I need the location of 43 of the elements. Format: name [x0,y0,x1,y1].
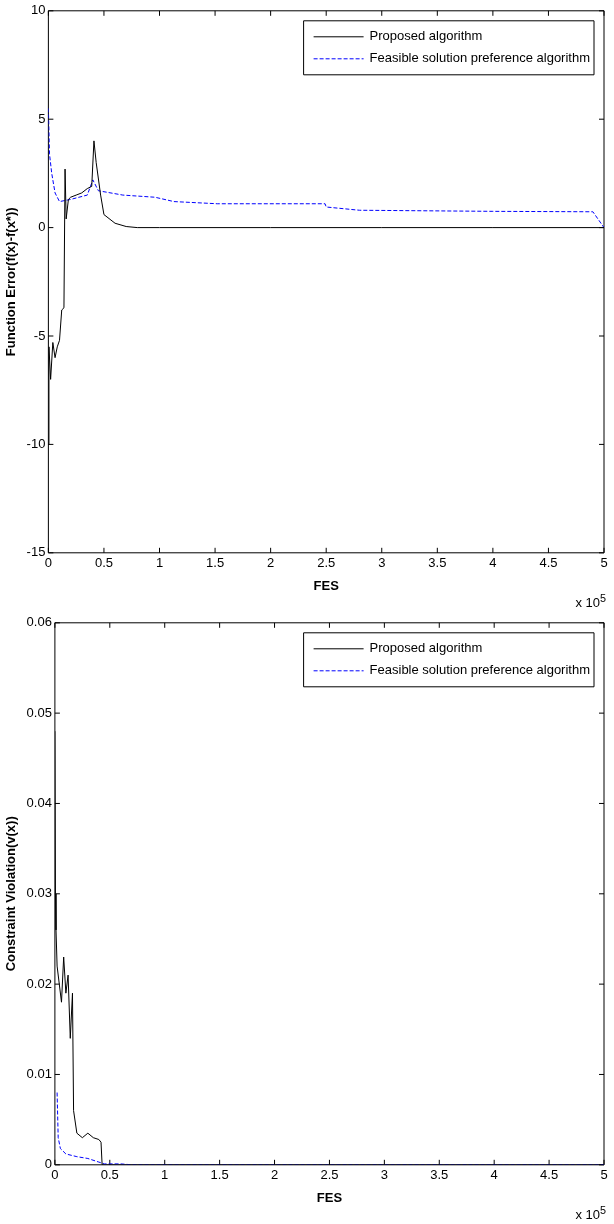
y-tick-label: 0 [44,1156,52,1172]
y-tick-label: -15 [26,544,46,560]
x-axis-title: FES [316,1189,343,1205]
y-tick-label: 5 [38,110,46,126]
x-tick-label: 4.5 [540,1167,559,1183]
y-tick-label: 0.04 [26,795,52,811]
x-tick-label: 2.5 [317,555,336,571]
x-tick-label: 5 [600,555,608,571]
y-tick-label: -10 [26,435,46,451]
y-tick-label: 0.03 [26,885,52,901]
x-tick-label: 1 [161,1167,169,1183]
x-tick-label: 4 [490,1167,498,1183]
legend-label: Feasible solution preference algorithm [369,662,591,678]
x-tick-label: 2 [267,555,275,571]
legend-label: Proposed algorithm [369,28,483,44]
text: x 10$^{5}$ [575,591,606,610]
x-axis-title: FES [313,577,340,593]
x-tick-label: 1.5 [210,1167,229,1183]
text: x 10$^{5}$ [575,1203,606,1222]
y-tick-label: 0 [38,219,46,235]
x-tick-label: 3.5 [428,555,447,571]
x-tick-label: 3 [380,1167,388,1183]
x-tick-label: 3 [378,555,386,571]
x-tick-label: 2.5 [320,1167,339,1183]
x-tick-label: 5 [600,1167,608,1183]
x-tick-label: 0.5 [100,1167,119,1183]
x-tick-label: 1.5 [206,555,225,571]
legend-label: Proposed algorithm [369,640,483,656]
legend-label: Feasible solution preference algorithm [369,50,591,66]
x-tick-label: 1 [155,555,164,571]
y-tick-label: 0.01 [26,1066,52,1082]
x-tick-label: 2 [270,1167,279,1183]
x-tick-label: 4 [489,555,497,571]
y-tick-label: 0.05 [26,704,52,720]
y-tick-label: 10 [30,2,46,18]
y-tick-label: 0.06 [26,614,52,630]
y-axis-title: Function Error(f(x)-f(x*)) [3,207,19,357]
y-tick-label: -5 [33,327,46,343]
x-tick-label: 0.5 [94,555,113,571]
x-tick-label: 3.5 [430,1167,449,1183]
y-axis-title: Constraint Violation(v(x)) [3,816,19,972]
y-tick-label: 0.02 [26,975,52,991]
x-tick-label: 4.5 [539,555,558,571]
